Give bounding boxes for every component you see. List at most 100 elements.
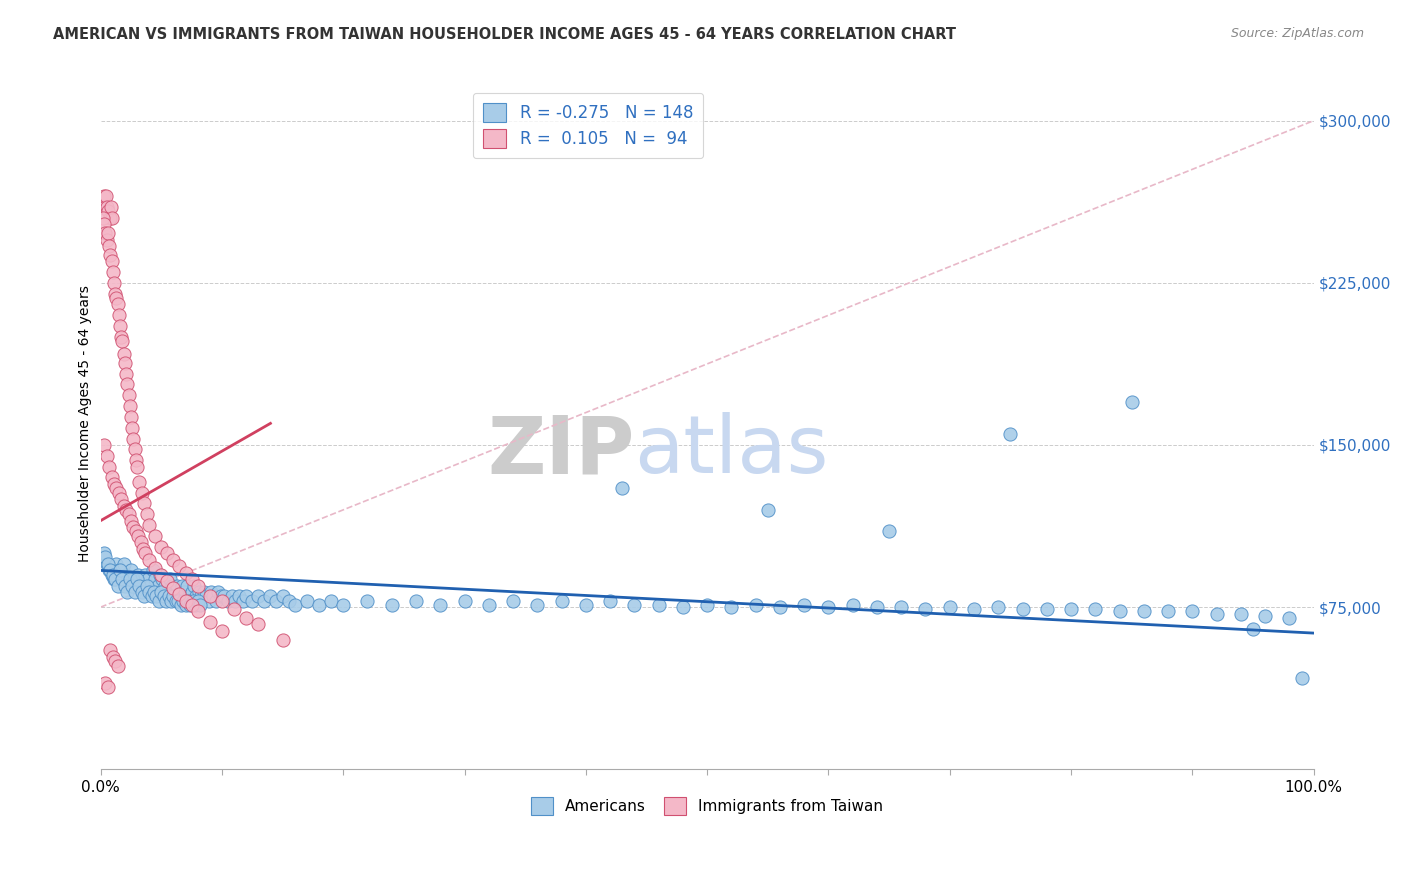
Point [125, 524, 148, 539]
Point [98, 239, 121, 253]
Point [135, 578, 157, 592]
Point [841, 598, 863, 612]
Point [122, 572, 145, 586]
Point [107, 578, 129, 592]
Point [118, 399, 141, 413]
Point [184, 598, 207, 612]
Point [134, 496, 156, 510]
Point [266, 593, 288, 607]
Point [308, 598, 330, 612]
Point [135, 507, 157, 521]
Point [141, 590, 163, 604]
Point [149, 567, 172, 582]
Point [121, 420, 143, 434]
Point [136, 572, 159, 586]
Point [240, 593, 263, 607]
Point [117, 388, 139, 402]
Point [127, 567, 149, 582]
Point [118, 572, 141, 586]
Point [1084, 602, 1107, 616]
Point [110, 491, 132, 506]
Point [166, 578, 188, 592]
Point [1291, 672, 1313, 686]
Point [172, 593, 194, 607]
Point [152, 590, 174, 604]
Point [247, 617, 270, 632]
Point [222, 602, 245, 616]
Point [793, 598, 815, 612]
Point [190, 590, 212, 604]
Point [91, 211, 114, 225]
Point [97, 680, 120, 694]
Point [146, 578, 169, 592]
Point [110, 330, 132, 344]
Point [127, 529, 149, 543]
Point [231, 593, 253, 607]
Point [1278, 611, 1301, 625]
Point [112, 499, 135, 513]
Point [167, 593, 190, 607]
Point [179, 590, 201, 604]
Legend: Americans, Immigrants from Taiwan: Americans, Immigrants from Taiwan [522, 788, 891, 824]
Point [105, 481, 128, 495]
Point [110, 572, 132, 586]
Point [153, 578, 176, 592]
Point [188, 598, 211, 612]
Point [550, 593, 572, 607]
Point [115, 367, 138, 381]
Point [96, 233, 118, 247]
Point [866, 600, 889, 615]
Point [138, 518, 160, 533]
Point [107, 485, 129, 500]
Point [117, 377, 139, 392]
Point [1181, 605, 1204, 619]
Point [156, 574, 179, 589]
Point [575, 598, 598, 612]
Point [502, 593, 524, 607]
Point [160, 593, 183, 607]
Point [112, 557, 135, 571]
Point [217, 593, 239, 607]
Point [98, 248, 121, 262]
Text: Source: ZipAtlas.com: Source: ZipAtlas.com [1230, 27, 1364, 40]
Point [97, 557, 120, 571]
Point [96, 200, 118, 214]
Point [107, 563, 129, 577]
Point [914, 602, 936, 616]
Point [155, 593, 177, 607]
Point [1133, 605, 1156, 619]
Point [202, 590, 225, 604]
Point [129, 535, 152, 549]
Point [98, 643, 121, 657]
Point [319, 593, 342, 607]
Point [97, 226, 120, 240]
Point [356, 593, 378, 607]
Point [117, 507, 139, 521]
Point [769, 600, 792, 615]
Point [332, 598, 354, 612]
Point [98, 211, 121, 225]
Point [143, 585, 166, 599]
Point [221, 590, 243, 604]
Point [129, 572, 152, 586]
Point [277, 593, 299, 607]
Point [259, 590, 281, 604]
Point [108, 319, 131, 334]
Point [271, 590, 294, 604]
Point [405, 593, 427, 607]
Point [169, 559, 191, 574]
Point [124, 442, 146, 457]
Point [160, 578, 183, 592]
Point [179, 598, 201, 612]
Point [198, 615, 221, 630]
Point [453, 593, 475, 607]
Point [156, 546, 179, 560]
Point [817, 600, 839, 615]
Point [987, 600, 1010, 615]
Point [1036, 602, 1059, 616]
Point [1121, 394, 1143, 409]
Point [125, 578, 148, 592]
Point [93, 218, 115, 232]
Point [696, 598, 718, 612]
Point [103, 476, 125, 491]
